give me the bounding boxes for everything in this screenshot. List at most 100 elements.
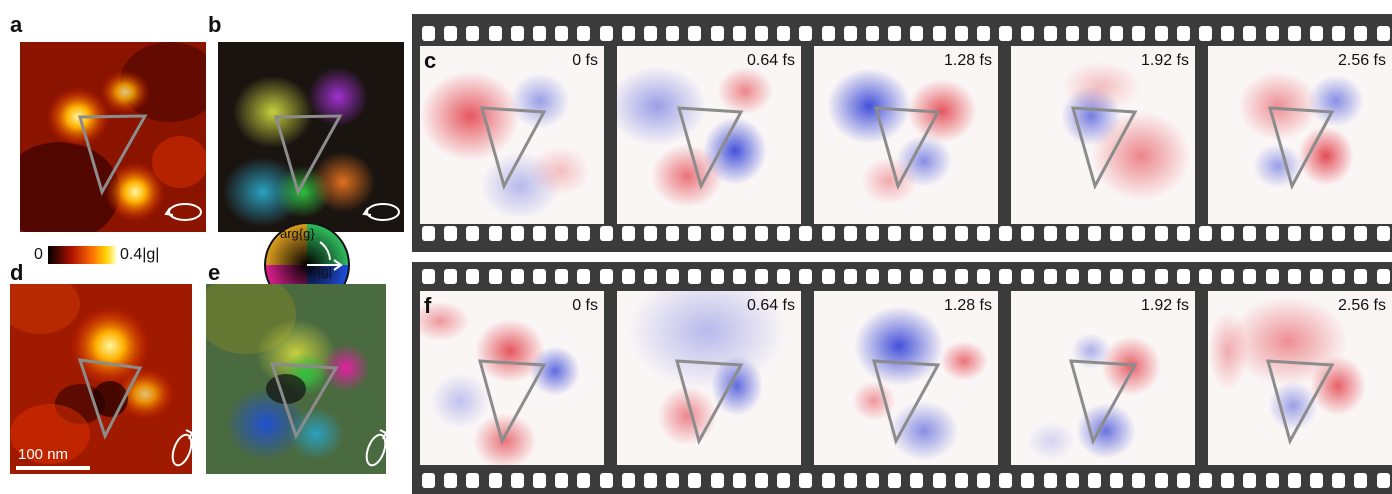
film-sprocket-hole: [688, 473, 702, 488]
film-sprocket-hole: [821, 226, 835, 241]
film-sprocket-hole: [688, 26, 702, 41]
panel-label-b: b: [208, 12, 222, 37]
film-sprocket-hole: [1310, 226, 1323, 241]
film-sprocket-hole: [1043, 26, 1057, 41]
film-sprocket-hole: [510, 473, 524, 488]
film-sprocket-hole: [1287, 269, 1301, 284]
film-sprocket-hole: [444, 473, 458, 488]
film-sprocket-hole: [666, 26, 680, 41]
time-label: 1.92 fs: [1140, 52, 1189, 69]
film-sprocket-hole: [710, 226, 724, 241]
film-strip-c: 0 fs c 0.64 fs 1.28 fs 1.92 fs 2.56 fs: [412, 14, 1392, 252]
film-sprocket-hole: [1065, 269, 1079, 284]
film-sprocket-hole: [599, 473, 613, 488]
film-sprocket-hole: [799, 473, 813, 488]
film-sprocket-hole: [799, 26, 813, 41]
film-sprocket-hole: [888, 26, 902, 41]
film-sprocket-hole: [1376, 473, 1390, 488]
panel-a-intensity-map: [20, 42, 206, 232]
film-sprocket-hole: [821, 26, 835, 41]
colorbar-max-label: 0.4|g|: [120, 246, 160, 263]
film-sprocket-hole: [1110, 26, 1124, 41]
colorbar-min-label: 0: [34, 246, 43, 263]
film-sprocket-hole: [1376, 226, 1390, 241]
film-sprocket-hole: [466, 269, 480, 284]
film-sprocket-hole: [599, 26, 613, 41]
film-sprocket-hole: [755, 26, 768, 41]
film-sprocket-hole: [1265, 269, 1279, 284]
film-sprocket-hole: [644, 473, 657, 488]
film-sprocket-hole: [533, 26, 546, 41]
film-sprocket-hole: [1088, 269, 1101, 284]
film-sprocket-hole: [599, 226, 613, 241]
color-wheel-abs-label: |g|: [318, 264, 332, 279]
film-sprocket-hole: [466, 26, 480, 41]
film-sprocket-hole: [1354, 226, 1368, 241]
film-sprocket-hole: [1088, 473, 1101, 488]
film-sprocket-hole: [1065, 226, 1079, 241]
film_f-frame-3: 1.92 fs: [1011, 291, 1195, 465]
film-sprocket-hole: [777, 473, 791, 488]
film_f-frame-4: 2.56 fs: [1208, 291, 1392, 465]
film-sprocket-hole: [1154, 473, 1168, 488]
film-sprocket-hole: [577, 26, 591, 41]
film-sprocket-hole: [799, 226, 813, 241]
panel-e-phase-map: [206, 284, 386, 474]
film-sprocket-hole: [1265, 473, 1279, 488]
film-sprocket-hole: [422, 226, 435, 241]
film-sprocket-hole: [954, 26, 968, 41]
film-sprocket-hole: [1199, 269, 1212, 284]
film-sprocket-hole: [533, 226, 546, 241]
film-sprocket-hole: [732, 226, 746, 241]
film-sprocket-hole: [843, 26, 857, 41]
film-sprocket-hole: [466, 473, 480, 488]
film-sprocket-hole: [866, 473, 879, 488]
film-sprocket-hole: [688, 226, 702, 241]
panel-label-c: c: [424, 48, 437, 73]
film-sprocket-hole: [488, 226, 502, 241]
film-sprocket-hole: [910, 473, 924, 488]
film-sprocket-hole: [422, 269, 435, 284]
film-sprocket-hole: [932, 26, 946, 41]
film-sprocket-hole: [910, 226, 924, 241]
film-sprocket-hole: [422, 26, 435, 41]
film-sprocket-hole: [1043, 269, 1057, 284]
film-sprocket-hole: [1287, 473, 1301, 488]
film-sprocket-hole: [1176, 226, 1190, 241]
film-sprocket-hole: [1065, 26, 1079, 41]
film-sprocket-hole: [777, 269, 791, 284]
polarization-ellipse-icon: [164, 203, 202, 221]
film-sprocket-hole: [555, 226, 569, 241]
film-sprocket-hole: [999, 226, 1013, 241]
film-sprocket-hole: [1110, 226, 1124, 241]
time-label: 0 fs: [572, 52, 598, 69]
film-sprocket-hole: [666, 226, 680, 241]
film-sprocket-hole: [932, 269, 946, 284]
film-sprocket-hole: [843, 473, 857, 488]
film-sprocket-hole: [1043, 226, 1057, 241]
film-sprocket-hole: [1132, 26, 1146, 41]
film-sprocket-hole: [999, 269, 1013, 284]
film-sprocket-hole: [866, 269, 879, 284]
film-sprocket-hole: [1043, 473, 1057, 488]
film-sprocket-hole: [1265, 226, 1279, 241]
film-sprocket-hole: [1354, 26, 1368, 41]
film-sprocket-hole: [888, 269, 902, 284]
film-sprocket-hole: [488, 473, 502, 488]
film-sprocket-hole: [1310, 473, 1323, 488]
film_c-frame-4: 2.56 fs: [1208, 46, 1392, 224]
film-sprocket-hole: [555, 26, 569, 41]
film-sprocket-hole: [977, 226, 990, 241]
film-sprocket-hole: [1354, 473, 1368, 488]
film-sprocket-hole: [821, 473, 835, 488]
film-sprocket-hole: [1176, 26, 1190, 41]
film-sprocket-hole: [910, 269, 924, 284]
film-sprocket-hole: [999, 26, 1013, 41]
film-sprocket-hole: [688, 269, 702, 284]
film-sprocket-hole: [732, 26, 746, 41]
polarization-ellipse-icon: [171, 429, 192, 467]
film-sprocket-hole: [1243, 473, 1257, 488]
film-sprocket-hole: [1021, 473, 1035, 488]
film-sprocket-hole: [1176, 269, 1190, 284]
film-sprocket-hole: [1065, 473, 1079, 488]
